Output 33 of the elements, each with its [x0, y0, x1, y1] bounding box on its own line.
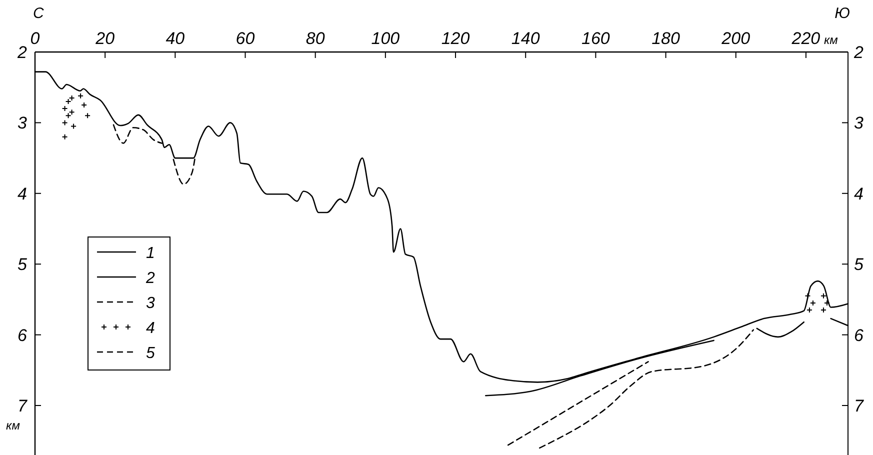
- y2-tick-label: 5: [854, 255, 864, 274]
- x-tick-label: 200: [720, 29, 751, 48]
- x-tick-label: 180: [652, 29, 680, 48]
- x-axis-title: км: [824, 33, 838, 47]
- y-tick-label: 4: [18, 184, 27, 204]
- x-tick-label: 100: [371, 29, 400, 48]
- text: С: [33, 5, 44, 22]
- x-tick-label: 120: [441, 29, 470, 48]
- y2-tick-label: 4: [854, 184, 864, 204]
- x-tick-label: 60: [236, 29, 256, 48]
- legend-label: 1: [146, 245, 155, 262]
- text: Ю: [834, 5, 850, 22]
- legend-label: 2: [145, 270, 155, 287]
- y-tick-label: 5: [18, 255, 28, 274]
- legend-label: 4: [146, 320, 155, 337]
- y2-tick-label: 7: [854, 396, 864, 416]
- x-tick-label: 160: [582, 29, 610, 48]
- x-tick-label: 140: [511, 29, 540, 48]
- legend-label: 3: [146, 295, 155, 312]
- x-tick-label: 0: [30, 29, 40, 48]
- x-tick-label: 80: [306, 29, 326, 48]
- y-tick-label: 6: [18, 326, 28, 345]
- x-tick-label: 20: [94, 29, 116, 48]
- y-tick-label: 7: [18, 396, 28, 416]
- x-tick-label: 40: [166, 29, 186, 48]
- y2-tick-label: 3: [854, 114, 864, 133]
- x-tick-label: 220: [790, 29, 821, 48]
- legend-label: 5: [146, 345, 155, 362]
- y-tick-label: 3: [18, 114, 28, 133]
- y-axis-title: км: [6, 418, 20, 433]
- y2-tick-label: 2: [853, 43, 864, 62]
- y-tick-label: 2: [16, 43, 28, 62]
- y2-tick-label: 6: [854, 326, 864, 345]
